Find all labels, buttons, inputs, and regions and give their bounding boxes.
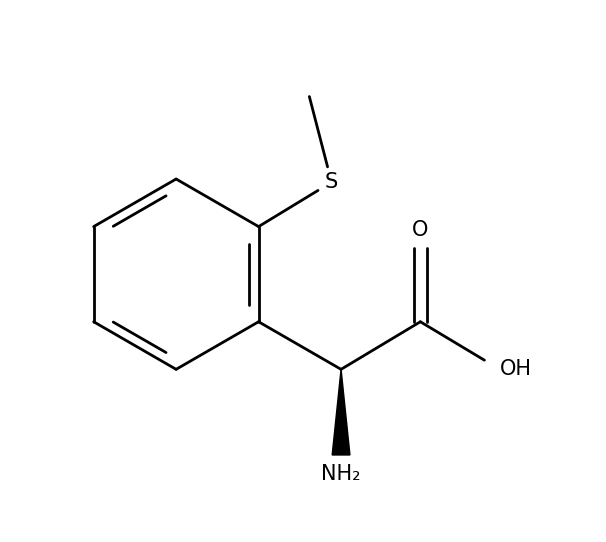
Text: O: O xyxy=(412,220,428,240)
Text: NH₂: NH₂ xyxy=(321,464,361,485)
Text: OH: OH xyxy=(500,359,531,379)
Polygon shape xyxy=(332,369,350,455)
Text: S: S xyxy=(325,172,338,192)
